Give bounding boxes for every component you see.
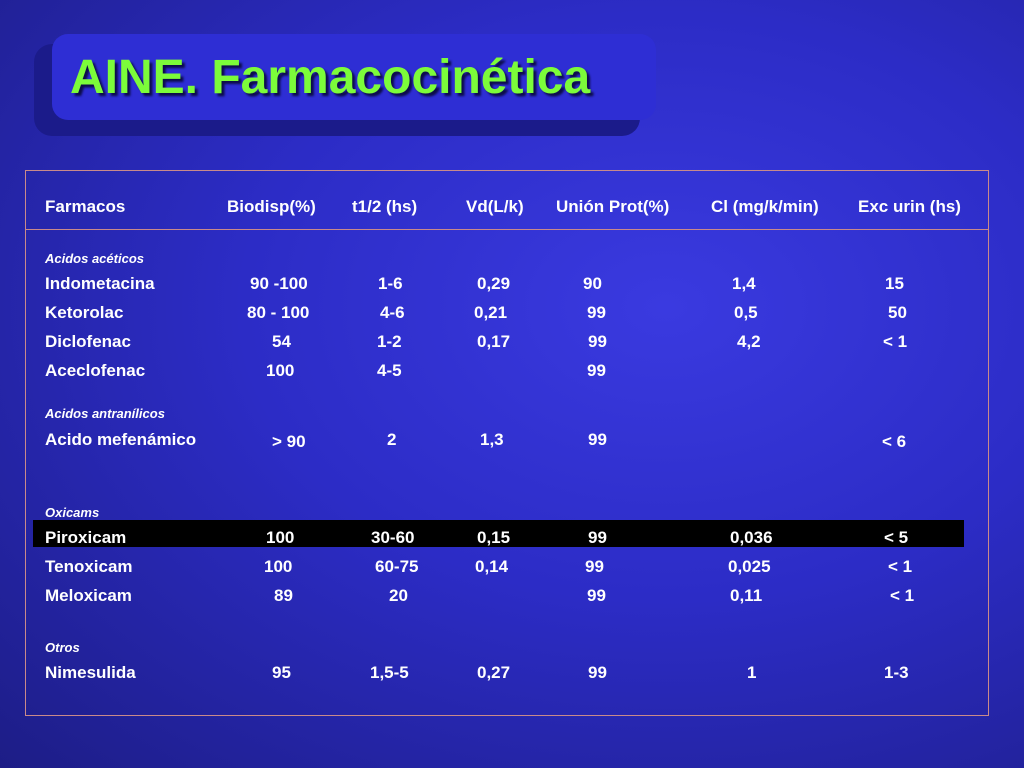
- cell-t12: 1-2: [377, 332, 402, 351]
- cell-biodisp: 100: [264, 557, 293, 576]
- category-oxicams: Oxicams: [45, 505, 100, 520]
- cell-cl: 0,025: [728, 557, 771, 576]
- cell-t12: 1-6: [378, 274, 403, 293]
- cell-t12: 2: [387, 430, 397, 449]
- cell-biodisp: 54: [272, 332, 291, 351]
- cell-union-prot: 99: [587, 361, 606, 380]
- header-t12: t1/2 (hs): [352, 197, 418, 216]
- cell-vd: 0,27: [477, 663, 511, 682]
- cell-union-prot: 99: [587, 303, 606, 322]
- title-box: [52, 34, 656, 120]
- cell-exc-urin: 1-3: [884, 663, 909, 682]
- cell-biodisp: 80 - 100: [247, 303, 310, 322]
- cell-t12: 1,5-5: [370, 663, 409, 682]
- cell-exc-urin: < 1: [888, 557, 913, 576]
- cell-drug: Ketorolac: [45, 303, 124, 322]
- table-frame: [25, 170, 989, 716]
- cell-biodisp: 89: [274, 586, 293, 605]
- cell-drug: Acido mefenámico: [45, 430, 197, 449]
- category-acidos-antranilicos: Acidos antranílicos: [45, 406, 165, 421]
- cell-t12: 60-75: [375, 557, 419, 576]
- cell-vd: 0,29: [477, 274, 511, 293]
- header-farmacos: Farmacos: [45, 197, 126, 216]
- cell-union-prot: 99: [588, 332, 607, 351]
- cell-biodisp: > 90: [272, 432, 306, 451]
- cell-exc-urin: 15: [885, 274, 904, 293]
- cell-biodisp: 95: [272, 663, 291, 682]
- header-biodisp: Biodisp(%): [227, 197, 316, 216]
- cell-exc-urin: 50: [888, 303, 907, 322]
- cell-union-prot: 90: [583, 274, 602, 293]
- cell-biodisp: 100: [266, 528, 295, 547]
- cell-drug: Tenoxicam: [45, 557, 133, 576]
- category-otros: Otros: [45, 640, 80, 655]
- cell-union-prot: 99: [588, 663, 607, 682]
- cell-exc-urin: < 1: [883, 332, 908, 351]
- category-acidos-aceticos: Acidos acéticos: [45, 251, 144, 266]
- cell-t12: 30-60: [371, 528, 415, 547]
- cell-drug: Diclofenac: [45, 332, 131, 351]
- cell-vd: 0,21: [474, 303, 508, 322]
- cell-cl: 4,2: [737, 332, 761, 351]
- slide-title: AINE. Farmacocinética: [70, 51, 591, 104]
- cell-vd: 1,3: [480, 430, 504, 449]
- cell-t12: 4-6: [380, 303, 405, 322]
- cell-exc-urin: < 5: [884, 528, 909, 547]
- cell-cl: 0,11: [730, 586, 763, 605]
- cell-biodisp: 90 -100: [250, 274, 308, 293]
- cell-vd: 0,14: [475, 557, 509, 576]
- header-cl: Cl (mg/k/min): [711, 197, 819, 216]
- cell-t12: 20: [389, 586, 408, 605]
- cell-t12: 4-5: [377, 361, 402, 380]
- cell-drug: Meloxicam: [45, 586, 132, 605]
- cell-vd: 0,17: [477, 332, 511, 351]
- header-union-prot: Unión Prot(%): [556, 197, 670, 216]
- cell-exc-urin: < 1: [890, 586, 915, 605]
- cell-vd: 0,15: [477, 528, 511, 547]
- cell-biodisp: 100: [266, 361, 295, 380]
- header-exc-urin: Exc urin (hs): [858, 197, 961, 216]
- header-vd: Vd(L/k): [466, 197, 524, 216]
- cell-drug: Aceclofenac: [45, 361, 146, 380]
- cell-drug: Piroxicam: [45, 528, 127, 547]
- cell-union-prot: 99: [585, 557, 604, 576]
- cell-exc-urin: < 6: [882, 432, 907, 451]
- cell-cl: 1,4: [732, 274, 756, 293]
- cell-cl: 1: [747, 663, 757, 682]
- cell-cl: 0,5: [734, 303, 758, 322]
- header-separator: [25, 229, 989, 230]
- cell-union-prot: 99: [588, 430, 607, 449]
- highlighted-row: [33, 520, 964, 547]
- cell-cl: 0,036: [730, 528, 773, 547]
- cell-union-prot: 99: [587, 586, 606, 605]
- cell-drug: Nimesulida: [45, 663, 136, 682]
- cell-drug: Indometacina: [45, 274, 155, 293]
- cell-union-prot: 99: [588, 528, 607, 547]
